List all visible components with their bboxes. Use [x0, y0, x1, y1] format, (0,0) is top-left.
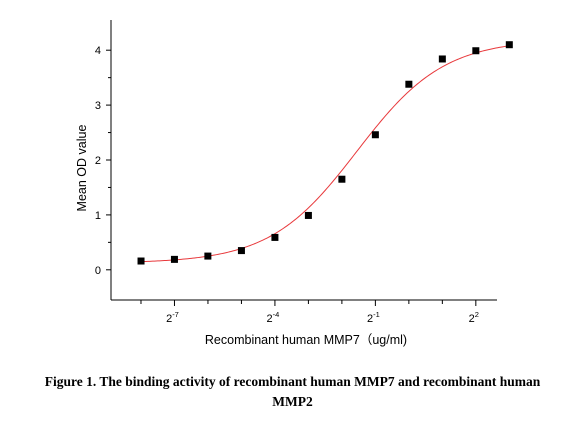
y-tick-label: 2 [95, 155, 101, 167]
x-axis-title: Recombinant human MMP7（ug/ml) [205, 333, 407, 347]
y-axis-title: Mean OD value [75, 125, 89, 212]
x-tick-label: 2-4 [267, 310, 280, 325]
data-point [170, 255, 178, 263]
fit-curve-layer [141, 45, 510, 263]
fit-curve [141, 45, 510, 263]
x-ticks: 2-7 2-4 2-1 22 [140, 300, 479, 325]
figure-caption: Figure 1. The binding activity of recomb… [20, 372, 565, 412]
data-point [237, 247, 245, 255]
data-point [338, 175, 346, 183]
data-point [137, 257, 145, 265]
caption-line-1: Figure 1. The binding activity of recomb… [44, 374, 541, 389]
x-tick-label: 2-7 [166, 310, 179, 325]
data-point [204, 252, 212, 260]
data-point [505, 41, 513, 49]
data-point [371, 131, 379, 139]
x-tick-label: 22 [469, 310, 479, 325]
y-ticks: 0 1 2 3 4 [95, 45, 111, 277]
data-point [438, 55, 446, 63]
data-point [405, 80, 413, 88]
data-point [472, 47, 480, 55]
y-tick-label: 1 [95, 210, 101, 222]
data-point [304, 211, 312, 219]
data-points [137, 41, 513, 265]
y-tick-label: 3 [95, 100, 101, 112]
caption-line-2: MMP2 [272, 394, 313, 409]
data-point [271, 233, 279, 241]
y-tick-label: 0 [95, 265, 101, 277]
chart: 0 1 2 3 4 2-7 2-4 2-1 22 Recombinant human MMP7… [75, 20, 513, 347]
y-tick-label: 4 [95, 45, 101, 57]
x-tick-label: 2-1 [367, 310, 380, 325]
